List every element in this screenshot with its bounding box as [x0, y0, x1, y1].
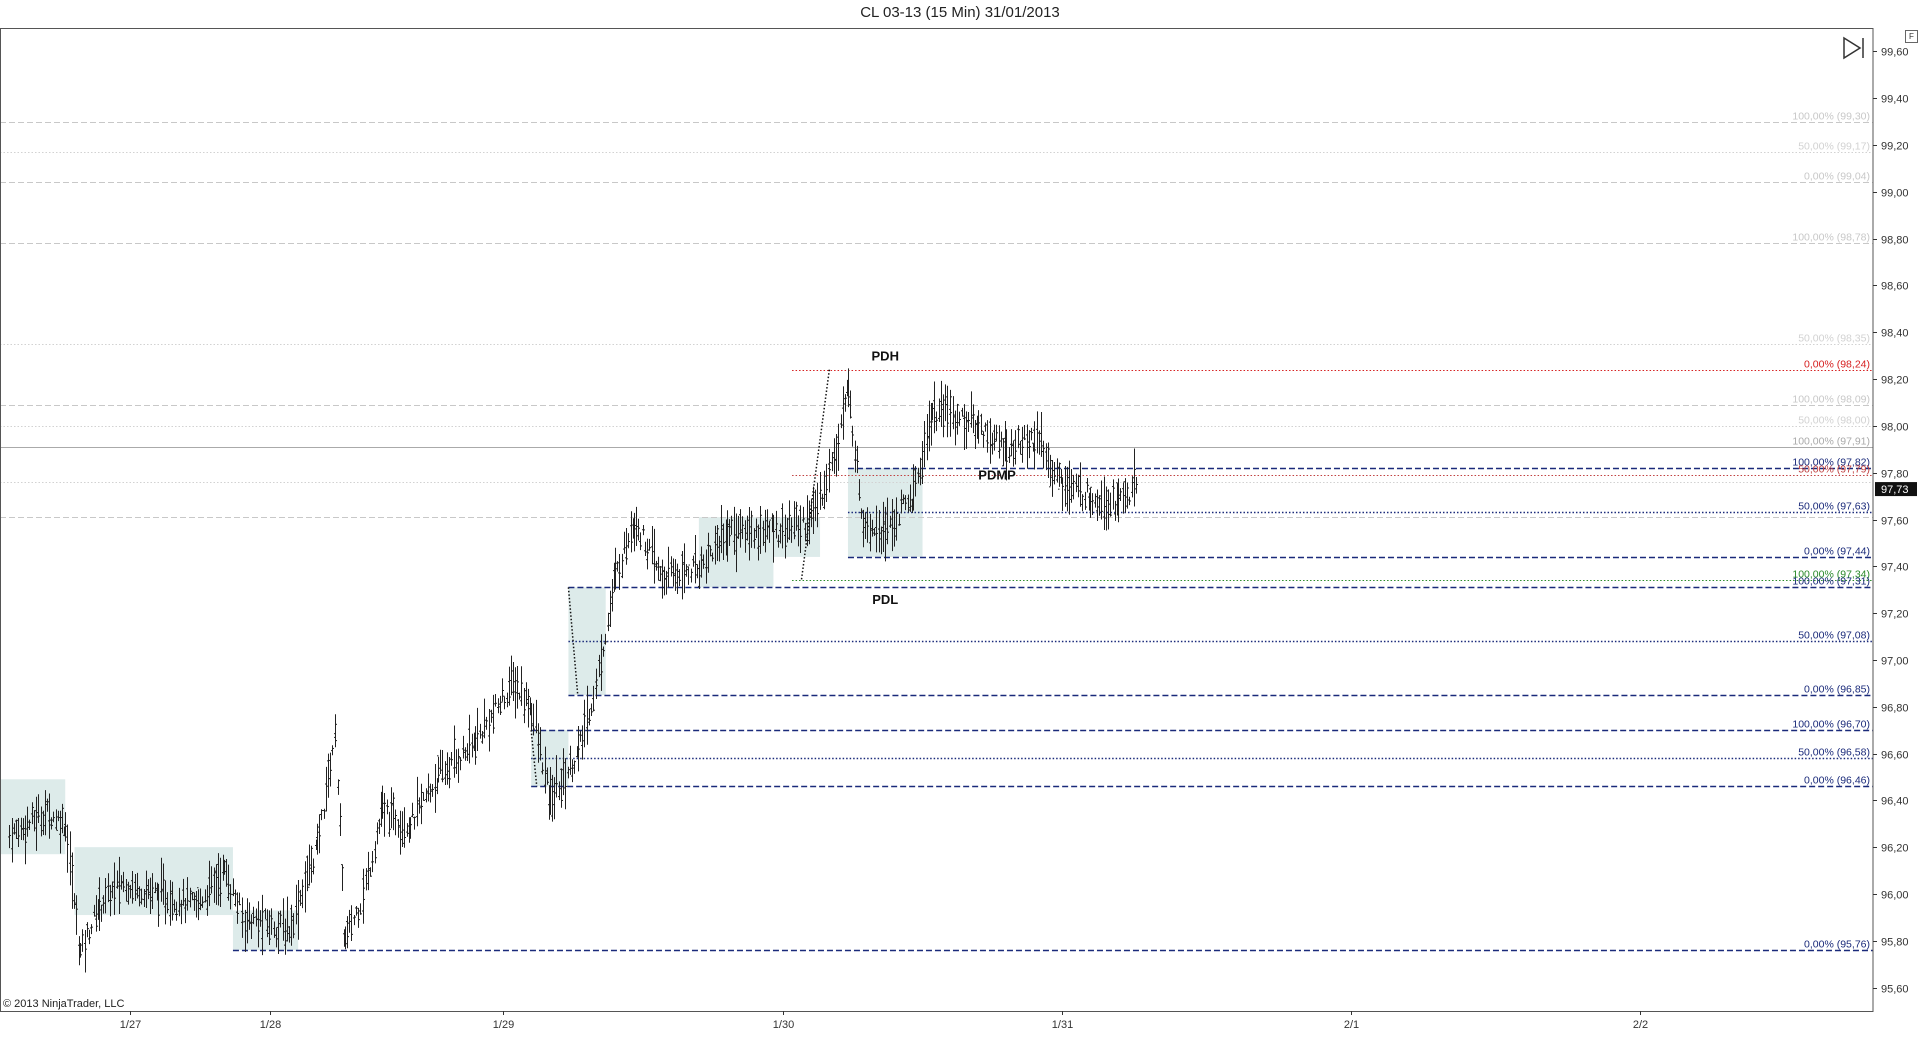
last-price-marker — [1875, 482, 1917, 497]
level-label-12: 50,00% (97,63) — [1798, 501, 1870, 513]
y-tick-label-16: 98,80 — [1881, 235, 1909, 247]
zone-1 — [74, 847, 233, 916]
level-label-21: 0,00% (96,46) — [1804, 775, 1870, 787]
level-label-6: 100,00% (98,09) — [1792, 394, 1870, 406]
plot-frame — [0, 28, 1874, 1012]
y-tick-label-10: 97,60 — [1881, 516, 1909, 528]
last-price-label: 97,73 — [1881, 484, 1909, 496]
y-tick-label-2: 96,00 — [1881, 890, 1909, 902]
y-tick-label-9: 97,40 — [1881, 562, 1909, 574]
level-label-3: 100,00% (98,78) — [1792, 232, 1870, 244]
level-label-14: 0,00% (97,44) — [1804, 546, 1870, 558]
y-tick-label-1: 95,80 — [1881, 937, 1909, 949]
x-tick-label-3: 1/30 — [773, 1019, 794, 1031]
annotation-pdl: PDL — [872, 592, 898, 607]
x-tick-label-5: 2/1 — [1344, 1019, 1359, 1031]
level-label-7: 50,00% (98,00) — [1798, 415, 1870, 427]
level-label-4: 50,00% (98,35) — [1798, 333, 1870, 345]
axis-layer: 95,60 95,80 96,00 96,20 96,40 96,60 96,80 97,00… — [0, 28, 1917, 1031]
level-label-1: 50,00% (99,17) — [1798, 141, 1870, 153]
level-label-16: 100,00% (97,31) — [1792, 576, 1870, 588]
y-tick-label-15: 98,60 — [1881, 281, 1909, 293]
y-tick-label-5: 96,60 — [1881, 750, 1909, 762]
y-tick-label-0: 95,60 — [1881, 984, 1909, 996]
chart-title: CL 03-13 (15 Min) 31/01/2013 — [860, 4, 1060, 21]
y-tick-label-7: 97,00 — [1881, 656, 1909, 668]
y-tick-label-3: 96,20 — [1881, 843, 1909, 855]
trend-line-2 — [530, 730, 538, 787]
y-tick-label-13: 98,20 — [1881, 375, 1909, 387]
levels-layer: 100,00% (99,30) 50,00% (99,17) 0,00% (99,0… — [0, 111, 1873, 952]
annotation-layer: PDH PDMP PDL — [872, 348, 1017, 606]
y-tick-label-11: 97,80 — [1881, 469, 1909, 481]
level-label-18: 0,00% (96,85) — [1804, 684, 1870, 696]
f-button[interactable]: F — [1905, 30, 1918, 43]
skip-to-end-icon[interactable] — [1842, 36, 1866, 60]
y-tick-label-18: 99,20 — [1881, 141, 1909, 153]
y-tick-label-17: 99,00 — [1881, 188, 1909, 200]
y-tick-label-20: 99,60 — [1881, 47, 1909, 59]
level-label-2: 0,00% (99,04) — [1804, 171, 1870, 183]
y-tick-label-19: 99,40 — [1881, 94, 1909, 106]
level-label-9: 100,00% (97,82) — [1792, 457, 1870, 469]
x-tick-label-6: 2/2 — [1633, 1019, 1648, 1031]
y-tick-label-4: 96,40 — [1881, 796, 1909, 808]
y-tick-label-14: 98,40 — [1881, 328, 1909, 340]
trend-line-0 — [800, 369, 831, 581]
x-tick-label-1: 1/28 — [260, 1019, 281, 1031]
level-label-17: 50,00% (97,08) — [1798, 630, 1870, 642]
x-tick-label-4: 1/31 — [1052, 1019, 1073, 1031]
copyright-text: © 2013 NinjaTrader, LLC — [3, 998, 125, 1010]
level-label-0: 100,00% (99,30) — [1792, 111, 1870, 123]
x-tick-label-0: 1/27 — [120, 1019, 141, 1031]
annotation-pdmp: PDMP — [978, 468, 1016, 483]
trend-layer — [530, 369, 831, 787]
level-label-5: 0,00% (98,24) — [1804, 359, 1870, 371]
level-label-8: 100,00% (97,91) — [1792, 436, 1870, 448]
bars-layer — [8, 368, 1138, 973]
y-tick-label-12: 98,00 — [1881, 422, 1909, 434]
trend-line-1 — [567, 587, 579, 696]
y-tick-label-6: 96,80 — [1881, 703, 1909, 715]
level-label-20: 50,00% (96,58) — [1798, 747, 1870, 759]
level-label-15: 100,00% (97,34) — [1792, 569, 1870, 581]
y-tick-label-8: 97,20 — [1881, 609, 1909, 621]
x-tick-label-2: 1/29 — [493, 1019, 514, 1031]
annotation-pdh: PDH — [872, 348, 899, 363]
zones-layer — [0, 468, 923, 951]
level-label-19: 100,00% (96,70) — [1792, 719, 1870, 731]
level-label-10: 50,00% (97,79) — [1798, 464, 1870, 476]
level-label-22: 0,00% (95,76) — [1804, 939, 1870, 951]
